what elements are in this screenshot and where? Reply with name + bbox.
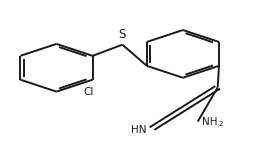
Text: NH: NH [202,117,217,127]
Text: Cl: Cl [83,87,94,97]
Text: HN: HN [130,125,146,135]
Text: 2: 2 [218,122,223,127]
Text: S: S [119,28,126,41]
